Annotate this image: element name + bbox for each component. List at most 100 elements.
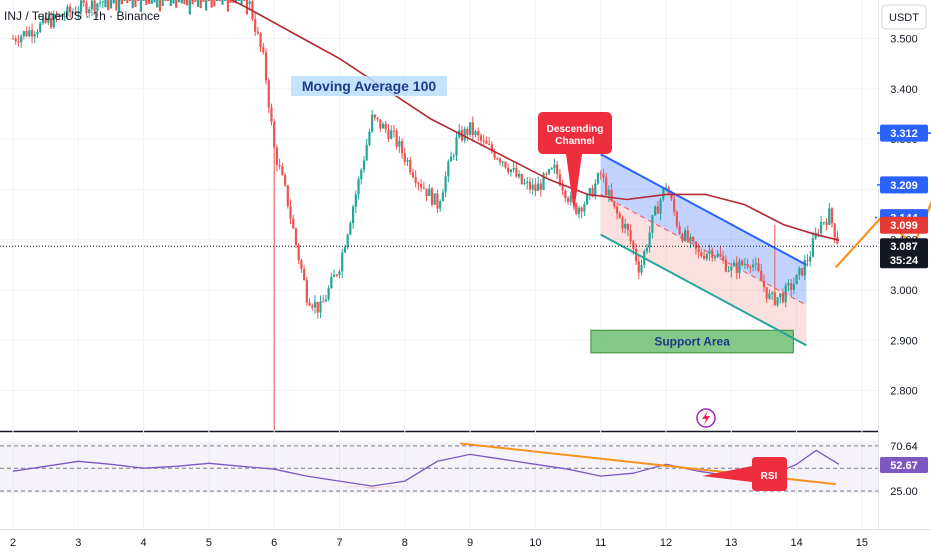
currency-button[interactable]: [881, 4, 927, 30]
candle-body: [63, 15, 66, 17]
candle-body: [243, 0, 246, 1]
time-tick-label: 6: [271, 537, 277, 549]
channel-lower-line[interactable]: [600, 233, 807, 347]
candle-body: [292, 218, 295, 229]
candle-body: [118, 0, 121, 13]
candle-body: [637, 261, 640, 273]
candle-body: [479, 135, 483, 141]
candle-body: [702, 256, 706, 259]
candle-body: [713, 256, 717, 258]
candle-body: [564, 190, 567, 199]
candle-body: [346, 234, 349, 248]
candle-body: [55, 13, 58, 17]
rsi-levels: [0, 445, 878, 492]
candle-body: [400, 141, 404, 154]
time-tick-label: 8: [402, 537, 408, 549]
candle-body: [765, 287, 768, 299]
ma-label-bg: [291, 76, 447, 96]
lightning-icon-bolt: [702, 411, 710, 425]
candle-body: [39, 23, 42, 32]
channel-upper-line[interactable]: [600, 153, 807, 266]
channel-mid-line: [600, 193, 807, 306]
candle-body: [289, 206, 292, 219]
candle-body: [822, 222, 825, 224]
candle-body: [224, 0, 227, 1]
grid: [0, 0, 878, 528]
candle-body: [469, 122, 472, 135]
candle-body: [362, 160, 366, 170]
candle-body: [678, 226, 681, 235]
candle-body: [689, 236, 692, 242]
channel-callout[interactable]: [538, 112, 612, 212]
candle-body: [352, 206, 355, 224]
candle-body: [79, 0, 83, 12]
candle-body: [471, 122, 474, 135]
support-area[interactable]: [590, 329, 794, 354]
candle-body: [139, 0, 142, 12]
candle-body: [607, 189, 610, 196]
candle-body: [166, 0, 170, 1]
candle-body: [360, 169, 363, 180]
candle-body: [210, 0, 213, 8]
candle-body: [112, 0, 115, 4]
candle-body: [817, 232, 820, 234]
candle-body: [591, 188, 594, 197]
support-label: Support Area: [654, 335, 730, 349]
candle-body: [675, 212, 678, 227]
candle-body: [365, 144, 368, 161]
candle-body: [52, 13, 55, 28]
candle-body: [44, 17, 47, 23]
candle-body: [417, 183, 420, 185]
candle-body: [754, 263, 757, 265]
candle-body: [357, 179, 360, 195]
candle-body: [262, 47, 265, 53]
candle-body: [156, 0, 159, 8]
candle-body: [523, 183, 526, 185]
candle-body: [545, 173, 548, 175]
candle-body: [297, 244, 300, 261]
candle-body: [477, 131, 480, 136]
price-pane[interactable]: [0, 0, 878, 430]
candle-body: [186, 0, 189, 6]
candle-body: [273, 121, 276, 148]
tag-target-high-text: 3.312: [890, 128, 918, 140]
candle-body: [683, 230, 687, 241]
candle-body: [509, 169, 513, 173]
rsi-callout[interactable]: [702, 457, 787, 491]
candle-body: [621, 217, 624, 229]
candle-body: [398, 141, 401, 147]
time-tick-label: 4: [141, 537, 147, 549]
candle-body: [624, 223, 627, 229]
candle-body: [142, 0, 145, 1]
candle-body: [447, 161, 450, 177]
tag-countdown-text: 35:24: [890, 255, 919, 267]
lightning-icon[interactable]: [696, 408, 716, 428]
candle-body: [787, 283, 790, 286]
time-tick-label: 10: [529, 537, 541, 549]
candle-body: [300, 260, 303, 269]
candle-body: [542, 173, 545, 190]
time-tick-label: 9: [467, 537, 473, 549]
candle-body: [368, 131, 371, 145]
candle-body: [226, 0, 230, 12]
candle-body: [716, 253, 719, 257]
candle-body: [175, 0, 178, 8]
candle-body: [395, 130, 398, 147]
candle-body: [697, 248, 700, 253]
candle-body: [806, 260, 809, 262]
ma-label[interactable]: Moving Average 100: [302, 78, 437, 94]
candle-body: [316, 301, 319, 313]
candle-body: [150, 0, 153, 4]
candle-body: [218, 0, 221, 1]
rsi-oversold-fill: [342, 486, 402, 490]
candle-body: [664, 187, 668, 189]
candle-body: [28, 30, 31, 37]
candle-body: [751, 264, 755, 268]
candle-body: [341, 252, 344, 272]
candle-body: [145, 0, 148, 5]
rsi-tick-label: 25.00: [890, 486, 918, 498]
candle-body: [20, 36, 23, 43]
candle-body: [343, 247, 347, 253]
candle-body: [58, 14, 61, 17]
